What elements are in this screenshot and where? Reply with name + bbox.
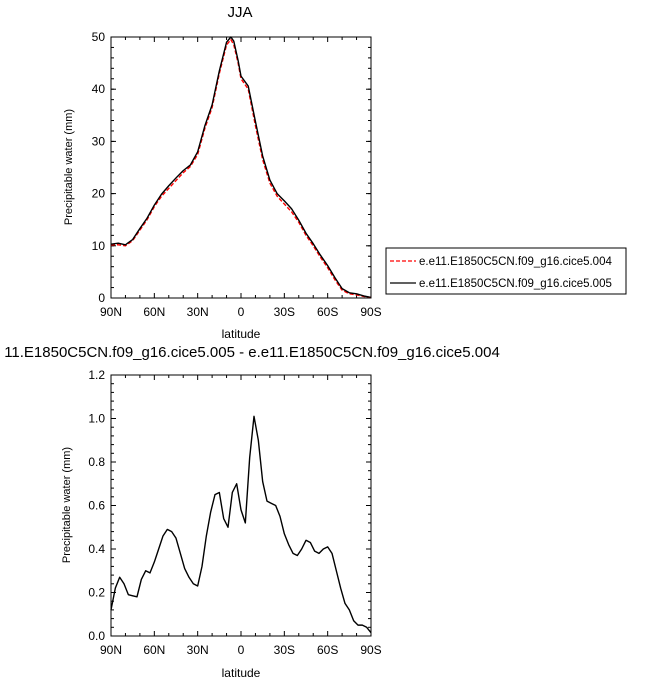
bottom-series-lines <box>110 415 372 634</box>
top-x-tick-label: 30N <box>187 305 209 319</box>
top-x-axis-label: latitude <box>222 327 261 341</box>
bottom-series-line-0 <box>110 415 372 634</box>
bottom-chart-title: 11.E1850C5CN.f09_g16.cice5.005 - e.e11.E… <box>4 344 500 361</box>
bottom-x-tick-label: 60N <box>143 643 165 657</box>
bottom-y-tick-label: 0.2 <box>88 586 105 600</box>
top-y-tick-label: 40 <box>92 82 106 96</box>
top-x-tick-label: 30S <box>274 305 295 319</box>
bottom-y-tick-label: 0.0 <box>88 629 105 643</box>
top-y-axis-label: Precipitable water (mm) <box>63 109 75 225</box>
top-series-lines <box>110 36 372 299</box>
top-y-tick-label: 10 <box>92 239 106 253</box>
top-x-tick-label: 60S <box>317 305 338 319</box>
top-y-tick-label: 0 <box>98 291 105 305</box>
bottom-x-axis-label: latitude <box>222 666 261 680</box>
legend-entry-1: e.e11.E1850C5CN.f09_g16.cice5.005 <box>419 278 612 290</box>
bottom-chart-panel: 11.E1850C5CN.f09_g16.cice5.005 - e.e11.E… <box>4 344 500 680</box>
legend-entry-0: e.e11.E1850C5CN.f09_g16.cice5.004 <box>419 256 612 268</box>
top-y-tick-label: 30 <box>92 134 106 148</box>
top-series-line-1 <box>110 36 372 299</box>
top-chart-title: JJA <box>227 4 252 21</box>
legend: e.e11.E1850C5CN.f09_g16.cice5.004 e.e11.… <box>385 247 627 295</box>
top-chart-panel: JJA latitude Precipitable water (mm) 90N… <box>63 4 382 341</box>
bottom-x-tick-label: 60S <box>317 643 338 657</box>
top-y-tick-label: 50 <box>92 30 106 44</box>
bottom-y-tick-label: 0.8 <box>88 455 105 469</box>
bottom-y-tick-label: 1.2 <box>88 368 105 382</box>
legend-box <box>385 247 627 295</box>
bottom-y-tick-label: 0.6 <box>88 499 105 513</box>
top-x-tick-label: 0 <box>238 305 245 319</box>
bottom-plot-frame <box>110 374 372 637</box>
top-x-tick-label: 60N <box>143 305 165 319</box>
top-axis-ticks: 90N 60N 30N 0 30S 60S 90S 0 10 20 30 40 50 <box>92 30 382 319</box>
bottom-x-tick-label: 90S <box>360 643 381 657</box>
bottom-y-tick-label: 0.4 <box>88 542 105 556</box>
bottom-x-tick-label: 30S <box>274 643 295 657</box>
top-x-tick-label: 90N <box>100 305 122 319</box>
bottom-y-tick-label: 1.0 <box>88 412 105 426</box>
bottom-x-tick-label: 90N <box>100 643 122 657</box>
bottom-axis-ticks: 90N 60N 30N 0 30S 60S 90S 0.0 0.2 0.4 0.6 0.8 1.0 1.2 <box>88 368 381 657</box>
top-x-tick-label: 90S <box>360 305 381 319</box>
bottom-x-tick-label: 30N <box>187 643 209 657</box>
top-y-tick-label: 20 <box>92 187 106 201</box>
bottom-x-tick-label: 0 <box>238 643 245 657</box>
top-series-line-0 <box>111 38 372 299</box>
bottom-y-axis-label: Precipitable water (mm) <box>61 447 73 563</box>
